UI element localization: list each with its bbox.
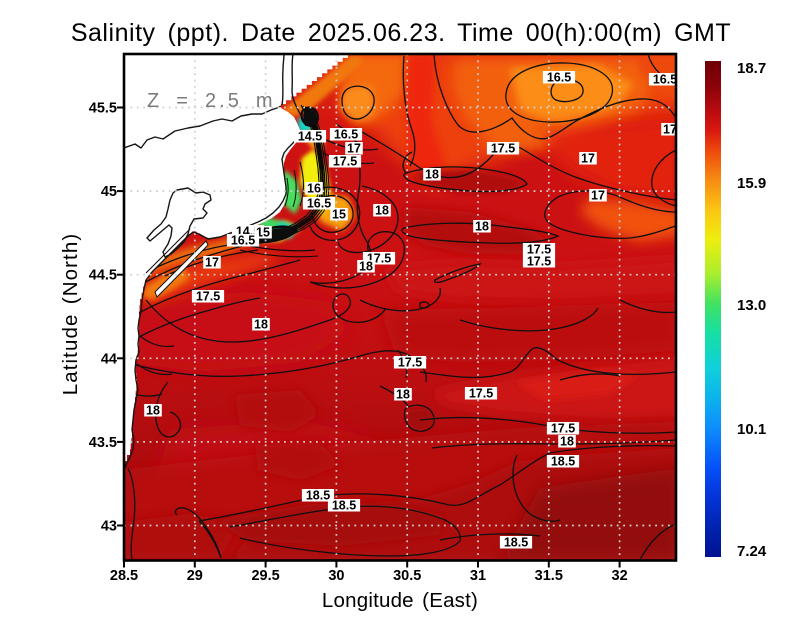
svg-text:17.5: 17.5 (333, 155, 357, 169)
svg-text:14.5: 14.5 (298, 130, 322, 144)
svg-text:17: 17 (663, 123, 677, 137)
svg-text:44.5: 44.5 (89, 268, 117, 284)
svg-text:17: 17 (347, 142, 361, 156)
svg-text:17.5: 17.5 (527, 255, 551, 269)
svg-text:16.5: 16.5 (653, 73, 677, 87)
svg-text:15: 15 (256, 226, 270, 240)
svg-text:16.5: 16.5 (231, 234, 255, 248)
svg-text:18: 18 (146, 404, 160, 418)
svg-text:16.5: 16.5 (334, 128, 358, 142)
svg-text:15: 15 (332, 208, 346, 222)
svg-text:18.5: 18.5 (332, 499, 356, 513)
svg-text:17.5: 17.5 (491, 142, 515, 156)
svg-text:28.5: 28.5 (110, 568, 138, 584)
svg-text:Latitude (North): Latitude (North) (59, 233, 82, 396)
svg-text:17.5: 17.5 (469, 387, 493, 401)
svg-text:45.5: 45.5 (89, 101, 117, 117)
svg-text:45: 45 (101, 184, 117, 200)
svg-text:16: 16 (307, 182, 321, 196)
svg-text:31: 31 (470, 568, 486, 584)
svg-text:7.24: 7.24 (737, 543, 767, 560)
svg-text:17.5: 17.5 (196, 290, 220, 304)
svg-text:17.5: 17.5 (398, 356, 422, 370)
svg-text:18.7: 18.7 (737, 60, 766, 77)
svg-text:43: 43 (101, 519, 117, 535)
svg-text:18: 18 (359, 260, 373, 274)
svg-text:16.5: 16.5 (547, 71, 571, 85)
svg-text:Z = 2.5 m: Z = 2.5 m (147, 90, 276, 112)
svg-text:18: 18 (254, 318, 268, 332)
svg-text:Longitude (East): Longitude (East) (322, 589, 478, 612)
svg-text:17: 17 (581, 152, 595, 166)
svg-text:30: 30 (328, 568, 344, 584)
svg-text:13.0: 13.0 (737, 297, 766, 314)
svg-text:18: 18 (560, 435, 574, 449)
svg-text:18: 18 (396, 388, 410, 402)
svg-text:29: 29 (187, 568, 203, 584)
svg-text:32: 32 (612, 568, 628, 584)
svg-text:18: 18 (375, 204, 389, 218)
svg-text:17.5: 17.5 (527, 243, 551, 257)
svg-text:30.5: 30.5 (393, 568, 421, 584)
svg-text:18.5: 18.5 (551, 455, 575, 469)
svg-text:18.5: 18.5 (504, 536, 528, 550)
svg-text:15.9: 15.9 (737, 175, 766, 192)
svg-text:16.5: 16.5 (307, 197, 331, 211)
svg-text:17: 17 (205, 256, 219, 270)
svg-text:18.5: 18.5 (306, 489, 330, 503)
svg-text:29.5: 29.5 (251, 568, 279, 584)
svg-text:10.1: 10.1 (737, 421, 766, 438)
svg-text:43.5: 43.5 (89, 435, 117, 451)
svg-text:Salinity (ppt). Date 2025.06.2: Salinity (ppt). Date 2025.06.23. Time 00… (71, 19, 731, 47)
svg-text:18: 18 (425, 168, 439, 182)
svg-text:31.5: 31.5 (535, 568, 563, 584)
svg-text:17.5: 17.5 (551, 422, 575, 436)
svg-text:44: 44 (101, 351, 117, 367)
svg-text:17: 17 (591, 189, 605, 203)
svg-text:18: 18 (475, 220, 489, 234)
